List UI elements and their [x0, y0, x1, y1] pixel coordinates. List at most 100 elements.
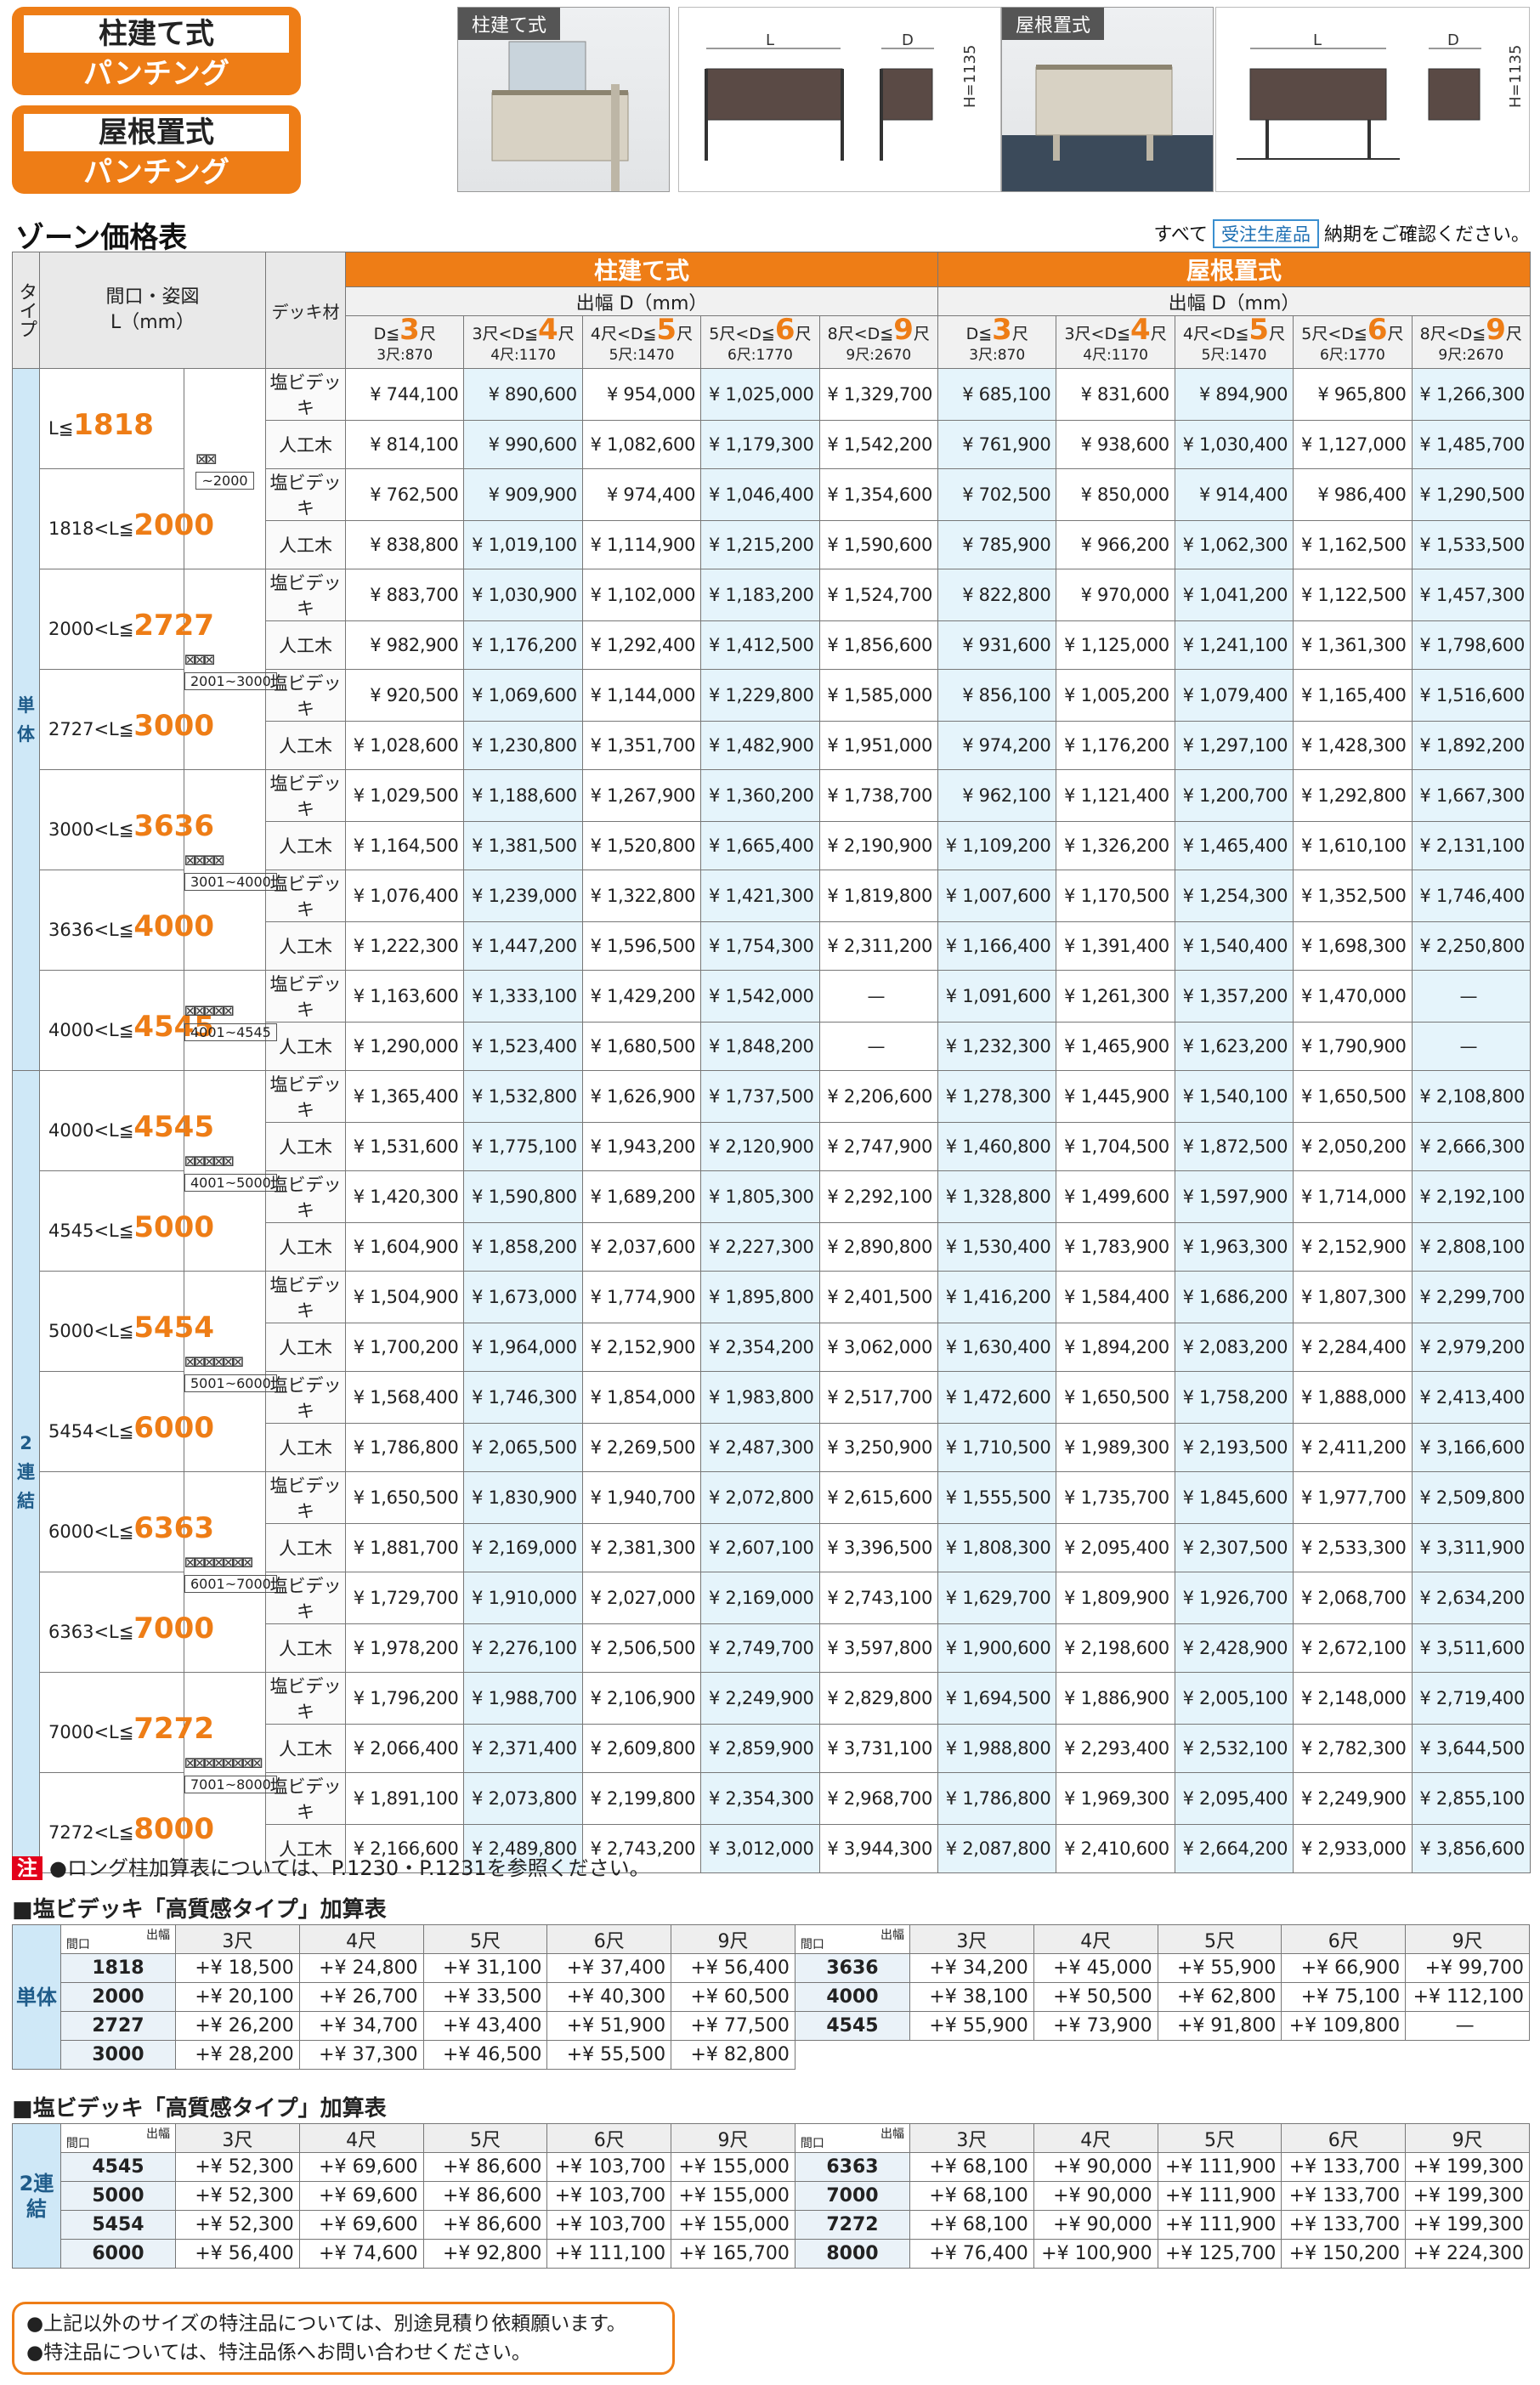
price-cell: ¥ 2,108,800 — [1411, 1070, 1532, 1123]
price-cell: ¥ 1,786,800 — [345, 1423, 465, 1472]
span-range: 5000<L≦5454 — [39, 1271, 214, 1372]
span-pre: 4545<L≦ — [48, 1220, 134, 1241]
depth-column-header: 5尺 — [422, 2123, 548, 2153]
product-photo-pillar: 柱建て式 — [457, 7, 670, 192]
depth-pre: 3尺<D≦ — [1064, 324, 1131, 343]
depth-shaku: 3 — [399, 312, 420, 347]
price-cell: ¥ 1,183,200 — [700, 569, 820, 621]
depth-unit: 尺 — [913, 324, 930, 343]
price-cell: ¥ 2,148,000 — [1293, 1672, 1413, 1725]
add-price-cell: +¥ 112,100 — [1405, 1982, 1530, 2012]
price-cell: ¥ 856,100 — [937, 669, 1057, 722]
price-cell: ¥ 1,416,200 — [937, 1271, 1057, 1323]
made-to-order-chip: 受注生産品 — [1212, 219, 1319, 248]
price-cell: ¥ 1,005,200 — [1056, 669, 1175, 722]
price-cell: ¥ 1,114,900 — [581, 520, 702, 569]
depth-column-header: 5尺 — [1157, 1924, 1282, 1954]
photo-label: 屋根置式 — [1002, 8, 1105, 40]
table-row: 5454 +¥ 52,300 +¥ 69,600 +¥ 86,600 +¥ 103,70… — [13, 2210, 1530, 2240]
price-cell: ¥ 850,000 — [1056, 468, 1175, 521]
deck-header: デッキ材 — [265, 252, 347, 369]
price-cell: ¥ 909,900 — [463, 468, 583, 521]
price-cell: ¥ 1,738,700 — [818, 769, 939, 822]
span-max: 1818 — [73, 407, 154, 442]
price-cell: ¥ 1,585,000 — [818, 669, 939, 722]
add-table-title: ■塩ビデッキ「高質感タイプ」加算表 — [12, 2096, 387, 2122]
price-cell: ¥ 1,162,500 — [1293, 520, 1413, 569]
add-price-cell: +¥ 133,700 — [1281, 2152, 1407, 2182]
price-cell: ¥ 1,122,500 — [1293, 569, 1413, 621]
depth-mm: 9尺:2670 — [1438, 346, 1504, 364]
price-cell: ¥ 1,179,300 — [700, 420, 820, 469]
price-cell: ¥ 1,292,800 — [1293, 769, 1413, 822]
price-cell: ¥ 1,290,000 — [345, 1022, 465, 1071]
add-price-cell: +¥ 52,300 — [175, 2152, 300, 2182]
span-range: 7272<L≦8000 — [39, 1772, 214, 1873]
add-price-cell: +¥ 133,700 — [1281, 2181, 1407, 2211]
deck-material: 人工木 — [265, 1222, 347, 1272]
price-cell: ¥ 1,241,100 — [1174, 620, 1294, 670]
price-cell: ¥ 1,686,200 — [1174, 1271, 1294, 1323]
depth-pre: 8尺<D≦ — [1419, 324, 1486, 343]
add-price-cell: +¥ 26,200 — [175, 2011, 300, 2041]
price-cell: ¥ 2,249,900 — [700, 1672, 820, 1725]
price-cell: ¥ 2,037,600 — [581, 1222, 702, 1272]
depth-mm: 5尺:1470 — [609, 346, 675, 364]
price-cell: ¥ 2,083,200 — [1174, 1323, 1294, 1372]
add-price-cell: +¥ 55,500 — [546, 2040, 672, 2070]
balcony-illustration — [1002, 65, 1213, 191]
price-cell: ¥ 1,516,600 — [1411, 669, 1532, 722]
panel-icon: ⊠⊠⊠⊠⊠⊠⊠⊠ — [184, 1752, 263, 1774]
price-cell: ¥ 920,500 — [345, 669, 465, 722]
bottom-note: ●上記以外のサイズの特注品については、別途見積り依頼願います。 — [26, 2313, 626, 2335]
table-row: 人工木 ¥ 838,800 ¥ 1,019,100 ¥ 1,114,900 ¥ 1,21… — [13, 520, 1532, 569]
add-price-cell: +¥ 155,000 — [671, 2181, 795, 2211]
span-figure-range: 6001~7000 — [184, 1574, 277, 1593]
add-table-double: 2連結 出幅 間口 3尺 4尺 5尺 6尺 9尺 出幅 間口 3尺 4尺 5尺 6尺 9尺 4545 +¥ 52… — [12, 2123, 1530, 2269]
add-price-cell: +¥ 37,300 — [298, 2040, 424, 2070]
table-row: 人工木 ¥ 1,222,300 ¥ 1,447,200 ¥ 1,596,500 ¥ 1,… — [13, 921, 1532, 971]
span-header: 間口・姿図 L（mm） — [38, 252, 267, 369]
price-cell: ¥ 1,530,400 — [937, 1222, 1057, 1272]
span-range: L≦1818 — [39, 368, 184, 469]
corner-cell: 出幅 間口 — [59, 2123, 177, 2153]
depth-column-header: 6尺 — [546, 1924, 672, 1954]
table-row: 4545 +¥ 52,300 +¥ 69,600 +¥ 86,600 +¥ 103,70… — [13, 2152, 1530, 2182]
depth-column-header: 4尺 — [1033, 2123, 1158, 2153]
panel-figure: ⊠⊠⊠⊠⊠⊠ 5001~6000 — [184, 1351, 277, 1392]
price-cell: ¥ 2,968,700 — [818, 1772, 939, 1825]
price-cell: ¥ 962,100 — [937, 769, 1057, 822]
span-figure: ⊠⊠⊠⊠ 3001~4000 — [183, 769, 277, 971]
type-label: 2 連結 — [12, 1070, 40, 1873]
price-cell: ¥ 2,354,200 — [700, 1323, 820, 1372]
price-cell: ¥ 1,028,600 — [345, 721, 465, 770]
price-cell: ¥ 2,095,400 — [1056, 1523, 1175, 1572]
price-cell: ¥ 814,100 — [345, 420, 465, 469]
add-table-title: ■塩ビデッキ「高質感タイプ」加算表 — [12, 1897, 387, 1923]
price-cell: ¥ 2,206,600 — [818, 1070, 939, 1123]
table-row: 1818<L≦2000 塩ビデッキ ¥ 762,500 ¥ 909,900 ¥ 974,… — [13, 468, 1532, 569]
price-cell: ¥ 1,568,400 — [345, 1371, 465, 1424]
price-cell: ¥ 1,926,700 — [1174, 1572, 1294, 1624]
table-row: 5454<L≦6000 塩ビデッキ ¥ 1,568,400 ¥ 1,746,300 ¥ … — [13, 1371, 1532, 1472]
add-price-cell: +¥ 45,000 — [1033, 1953, 1158, 1983]
depth-unit: 尺 — [419, 324, 436, 343]
depth-pre: D≦ — [373, 324, 400, 343]
span-figure-range: 4001~4545 — [184, 1023, 277, 1041]
span-range: 3000<L≦3636 — [39, 769, 214, 870]
add-price-cell: +¥ 199,300 — [1405, 2181, 1530, 2211]
price-cell: ¥ 1,290,500 — [1411, 468, 1532, 521]
price-cell: ¥ 1,254,300 — [1174, 870, 1294, 922]
add-price-cell: +¥ 111,100 — [546, 2239, 672, 2269]
span-max: 5000 — [133, 1209, 214, 1244]
depth-unit: 尺 — [1387, 324, 1404, 343]
price-cell: ¥ 1,900,600 — [937, 1623, 1057, 1673]
add-price-cell: +¥ 103,700 — [546, 2152, 672, 2182]
span-label: 間口・姿図 — [105, 286, 200, 308]
price-cell: ¥ 1,856,600 — [818, 620, 939, 670]
depth-shaku: 5 — [1248, 312, 1270, 347]
price-cell: ¥ 1,590,600 — [818, 520, 939, 569]
depth-unit: 尺 — [1505, 324, 1522, 343]
add-price-cell: +¥ 46,500 — [422, 2040, 548, 2070]
corner-depth: 出幅 — [146, 2127, 170, 2141]
